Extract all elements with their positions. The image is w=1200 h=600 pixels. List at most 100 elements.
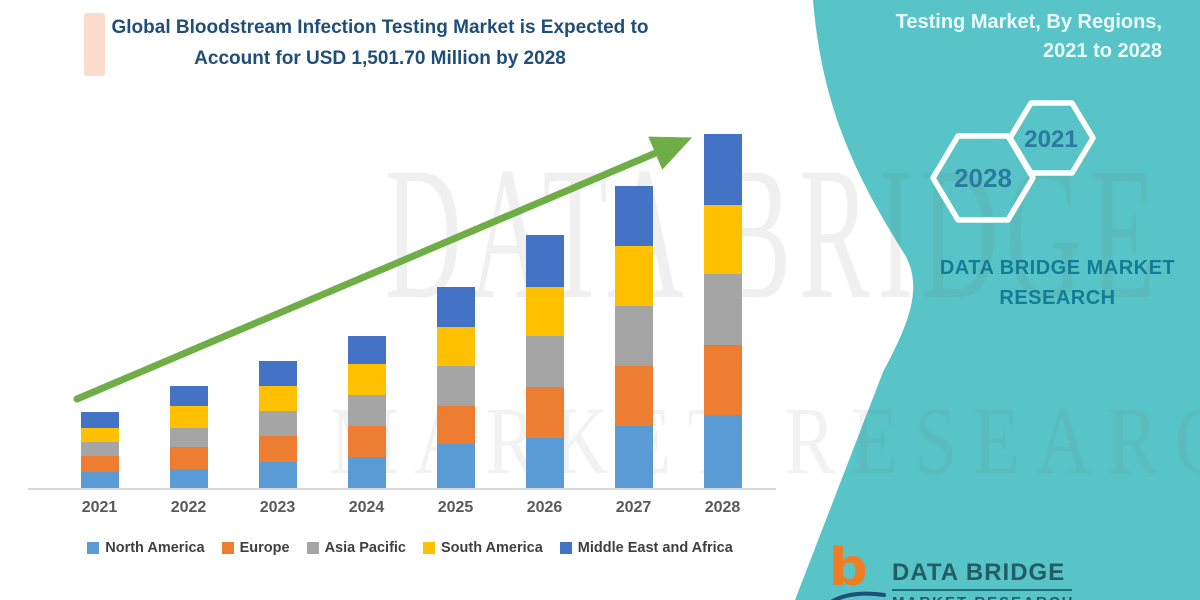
bar-segment-europe <box>703 344 742 415</box>
x-axis-label-2021: 2021 <box>81 499 118 516</box>
bar-segment-asia-pacific <box>347 394 386 426</box>
bar-segment-north-america <box>614 426 653 488</box>
x-axis-label-2026: 2026 <box>526 499 563 516</box>
bar-segment-asia-pacific <box>258 411 297 437</box>
bar-segment-europe <box>436 405 475 444</box>
bar-group-2028: 2028 <box>678 134 767 516</box>
legend-item-asia-pacific: Asia Pacific <box>306 540 406 556</box>
bar-segment-north-america <box>169 468 208 488</box>
legend-label: Europe <box>239 540 290 556</box>
legend-item-south-america: South America <box>423 540 543 556</box>
legend-swatch-icon <box>423 542 435 554</box>
bar-segment-asia-pacific <box>525 336 564 388</box>
bar-segment-middle-east-and-africa <box>525 235 564 288</box>
stacked-bar-2027 <box>614 185 653 488</box>
bar-segment-middle-east-and-africa <box>347 335 386 364</box>
footer-brand-block: DATA BRIDGE MARKET RESEARCH <box>892 546 1075 600</box>
footer-tagline-text: MARKET RESEARCH <box>892 594 1075 600</box>
legend-item-north-america: North America <box>87 540 205 556</box>
bar-segment-asia-pacific <box>169 427 208 447</box>
legend-swatch-icon <box>221 542 234 554</box>
footer-brand-text: DATA BRIDGE <box>892 559 1066 586</box>
bar-segment-north-america <box>525 438 564 488</box>
x-axis-line <box>28 488 776 490</box>
side-panel-heading-line2: 2021 to 2028 <box>1043 40 1162 62</box>
chart-title: Global Bloodstream Infection Testing Mar… <box>40 12 720 75</box>
bar-segment-south-america <box>436 327 475 366</box>
bar-group-2025: 2025 <box>411 134 500 516</box>
bar-segment-south-america <box>169 405 208 428</box>
x-axis-label-2028: 2028 <box>704 499 741 516</box>
x-axis-label-2022: 2022 <box>170 499 207 516</box>
bar-segment-north-america <box>436 443 475 488</box>
side-panel-brand-text: DATA BRIDGE MARKET RESEARCH <box>939 257 1176 309</box>
hexagon-2028 <box>930 133 1036 223</box>
bar-segment-south-america <box>80 428 119 443</box>
data-bridge-logo-icon: b <box>828 538 886 600</box>
bar-segment-europe <box>169 446 208 469</box>
bar-segment-south-america <box>525 287 564 337</box>
bar-segment-asia-pacific <box>436 365 475 406</box>
chart-legend: North America Europe Asia Pacific South Ame… <box>40 540 780 556</box>
hexagon-2021 <box>1007 100 1096 176</box>
stacked-bar-2024 <box>347 335 386 488</box>
bar-segment-south-america <box>703 204 742 274</box>
bar-segment-europe <box>614 365 653 427</box>
logo-b-glyph: b <box>828 538 868 598</box>
bar-group-2024: 2024 <box>322 134 411 516</box>
x-axis-label-2027: 2027 <box>615 499 652 516</box>
side-panel-heading-line1: Testing Market, By Regions, <box>895 11 1162 33</box>
ghost-logo-mark <box>84 13 105 76</box>
x-axis-label-2024: 2024 <box>348 499 385 516</box>
bar-group-2027: 2027 <box>589 134 678 516</box>
hexagon-years-graphic: 2028 2021 <box>930 100 1096 223</box>
hexagon-2021-label: 2021 <box>1024 126 1077 153</box>
bar-segment-middle-east-and-africa <box>80 412 119 429</box>
stacked-bar-2025 <box>436 286 475 488</box>
legend-swatch-icon <box>559 542 572 554</box>
bar-segment-north-america <box>703 414 742 488</box>
chart-title-line2: Account for USD 1,501.70 Million by 2028 <box>194 48 566 70</box>
logo-swoosh-icon <box>830 591 886 600</box>
stacked-bar-2028 <box>703 134 742 488</box>
footer-underline <box>892 589 1072 592</box>
hexagon-2028-label: 2028 <box>954 163 1012 193</box>
bar-group-2023: 2023 <box>233 134 322 516</box>
bar-segment-asia-pacific <box>703 273 742 345</box>
bar-segment-europe <box>258 436 297 463</box>
bar-segment-south-america <box>347 363 386 395</box>
bar-segment-south-america <box>258 386 297 412</box>
legend-label: North America <box>105 540 205 556</box>
stacked-bar-2021 <box>80 412 119 488</box>
legend-swatch-icon <box>87 542 100 554</box>
bar-segment-middle-east-and-africa <box>703 134 742 205</box>
chart-title-line1: Global Bloodstream Infection Testing Mar… <box>111 17 649 38</box>
bar-segment-middle-east-and-africa <box>614 185 653 246</box>
bar-group-2022: 2022 <box>144 134 233 516</box>
stacked-bar-2026 <box>525 235 564 488</box>
stacked-bar-chart: 2021 2022 2023 2024 2025 2026 2027 2028 <box>55 134 767 516</box>
bar-segment-middle-east-and-africa <box>169 385 208 406</box>
legend-label: Asia Pacific <box>324 540 406 556</box>
bar-segment-north-america <box>258 462 297 488</box>
side-panel-heading: Testing Market, By Regions, 2021 to 2028 <box>832 8 1162 66</box>
bar-segment-middle-east-and-africa <box>436 286 475 328</box>
legend-item-europe: Europe <box>221 540 290 556</box>
x-axis-label-2023: 2023 <box>259 499 296 516</box>
bar-segment-asia-pacific <box>614 305 653 366</box>
bar-segment-middle-east-and-africa <box>258 361 297 387</box>
legend-item-middle-east-and-africa: Middle East and Africa <box>559 540 733 556</box>
stacked-bar-2023 <box>258 361 297 488</box>
legend-label: South America <box>441 540 543 556</box>
bar-group-2021: 2021 <box>55 134 144 516</box>
bar-segment-south-america <box>614 245 653 306</box>
x-axis-label-2025: 2025 <box>437 499 474 516</box>
bar-segment-asia-pacific <box>80 442 119 456</box>
bar-segment-europe <box>80 455 119 472</box>
bar-segment-north-america <box>80 471 119 488</box>
bar-segment-europe <box>347 425 386 457</box>
stacked-bar-2022 <box>169 385 208 488</box>
legend-swatch-icon <box>306 542 319 554</box>
